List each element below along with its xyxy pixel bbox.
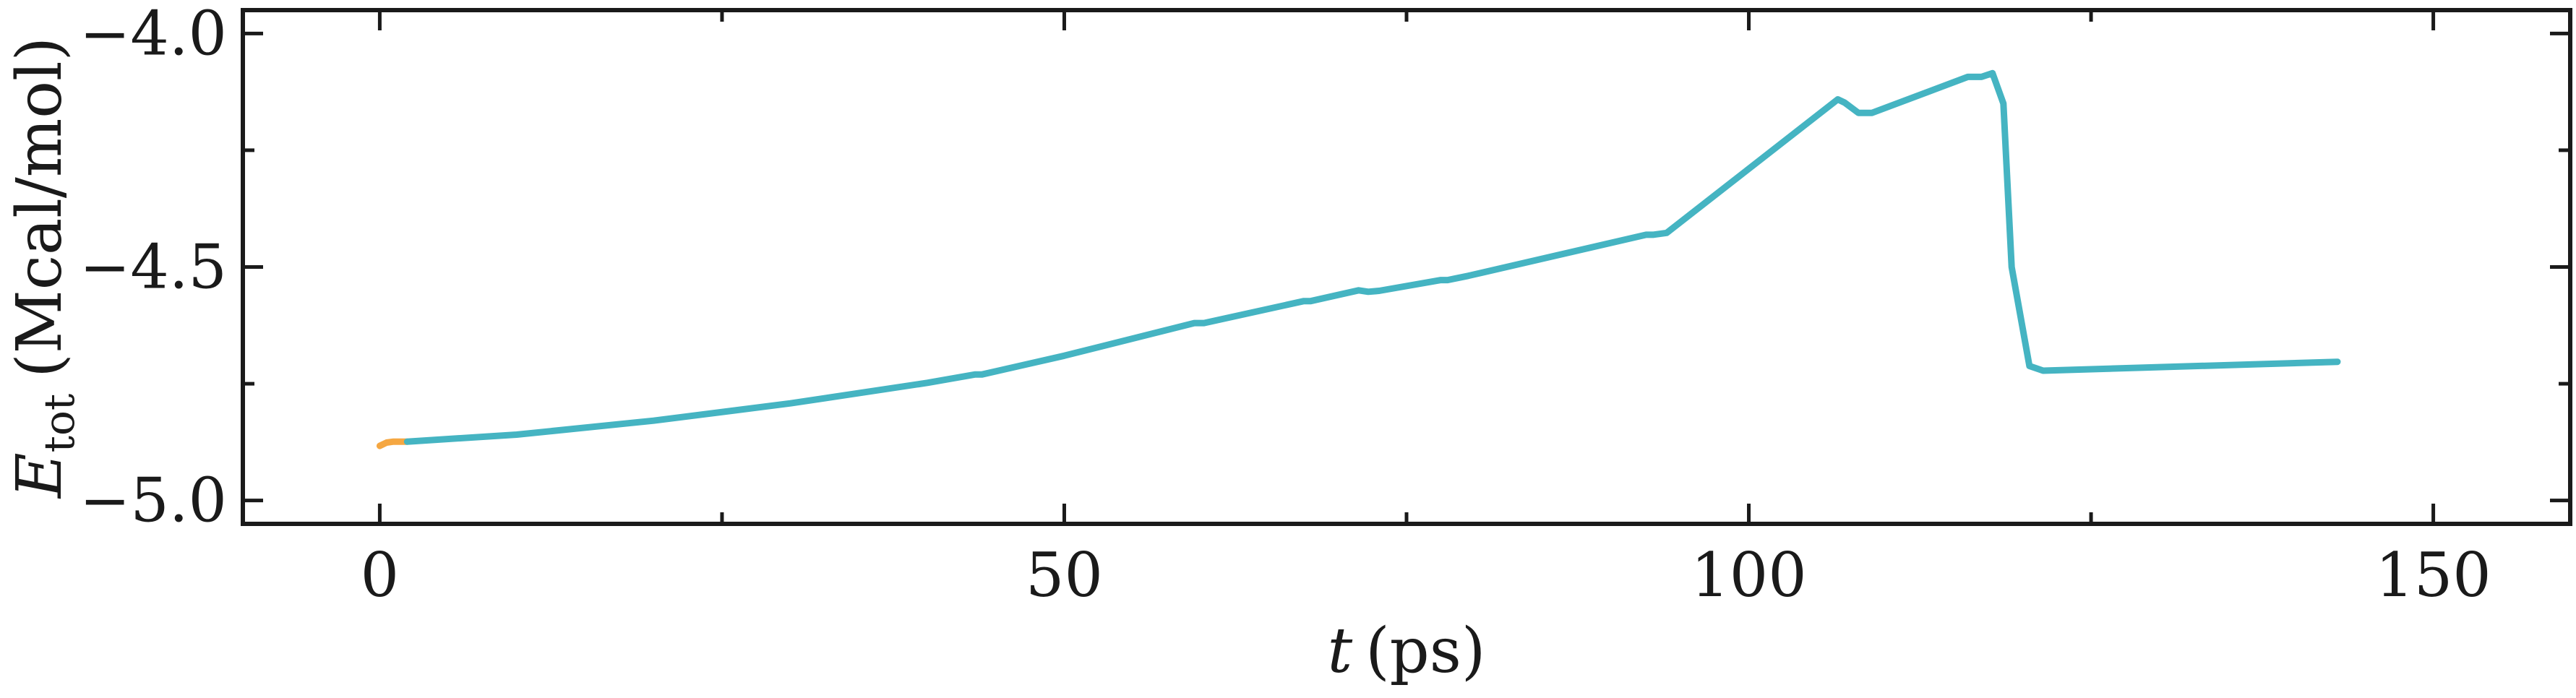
plot-frame: [241, 8, 2572, 526]
y-axis-label: Etot (Mcal/mol): [4, 37, 84, 499]
y-tick-label: −5.0: [80, 465, 227, 536]
y-tick-label: −4.0: [80, 0, 227, 69]
x-tick-label: 0: [361, 540, 399, 611]
ticks-layer: [243, 10, 2570, 524]
x-axis-var: t: [1328, 615, 1353, 687]
x-tick-label: 150: [2375, 540, 2491, 611]
series-layer: [376, 69, 2341, 449]
x-axis-unit: (ps): [1365, 615, 1485, 687]
tick-labels-layer: 0 50 100 150 −5.0 −4.5 −4.0: [80, 0, 2491, 611]
x-tick-label: 50: [1026, 540, 1103, 611]
y-axis-var: E: [4, 452, 76, 499]
x-axis-label: t (ps): [1328, 615, 1486, 687]
y-tick-label: −4.5: [80, 232, 227, 303]
y-axis-sub: tot: [35, 394, 84, 453]
series-line-0: [376, 438, 411, 449]
y-axis-unit: (Mcal/mol): [4, 37, 76, 378]
x-tick-label: 100: [1691, 540, 1806, 611]
series-line-1: [403, 69, 2341, 445]
